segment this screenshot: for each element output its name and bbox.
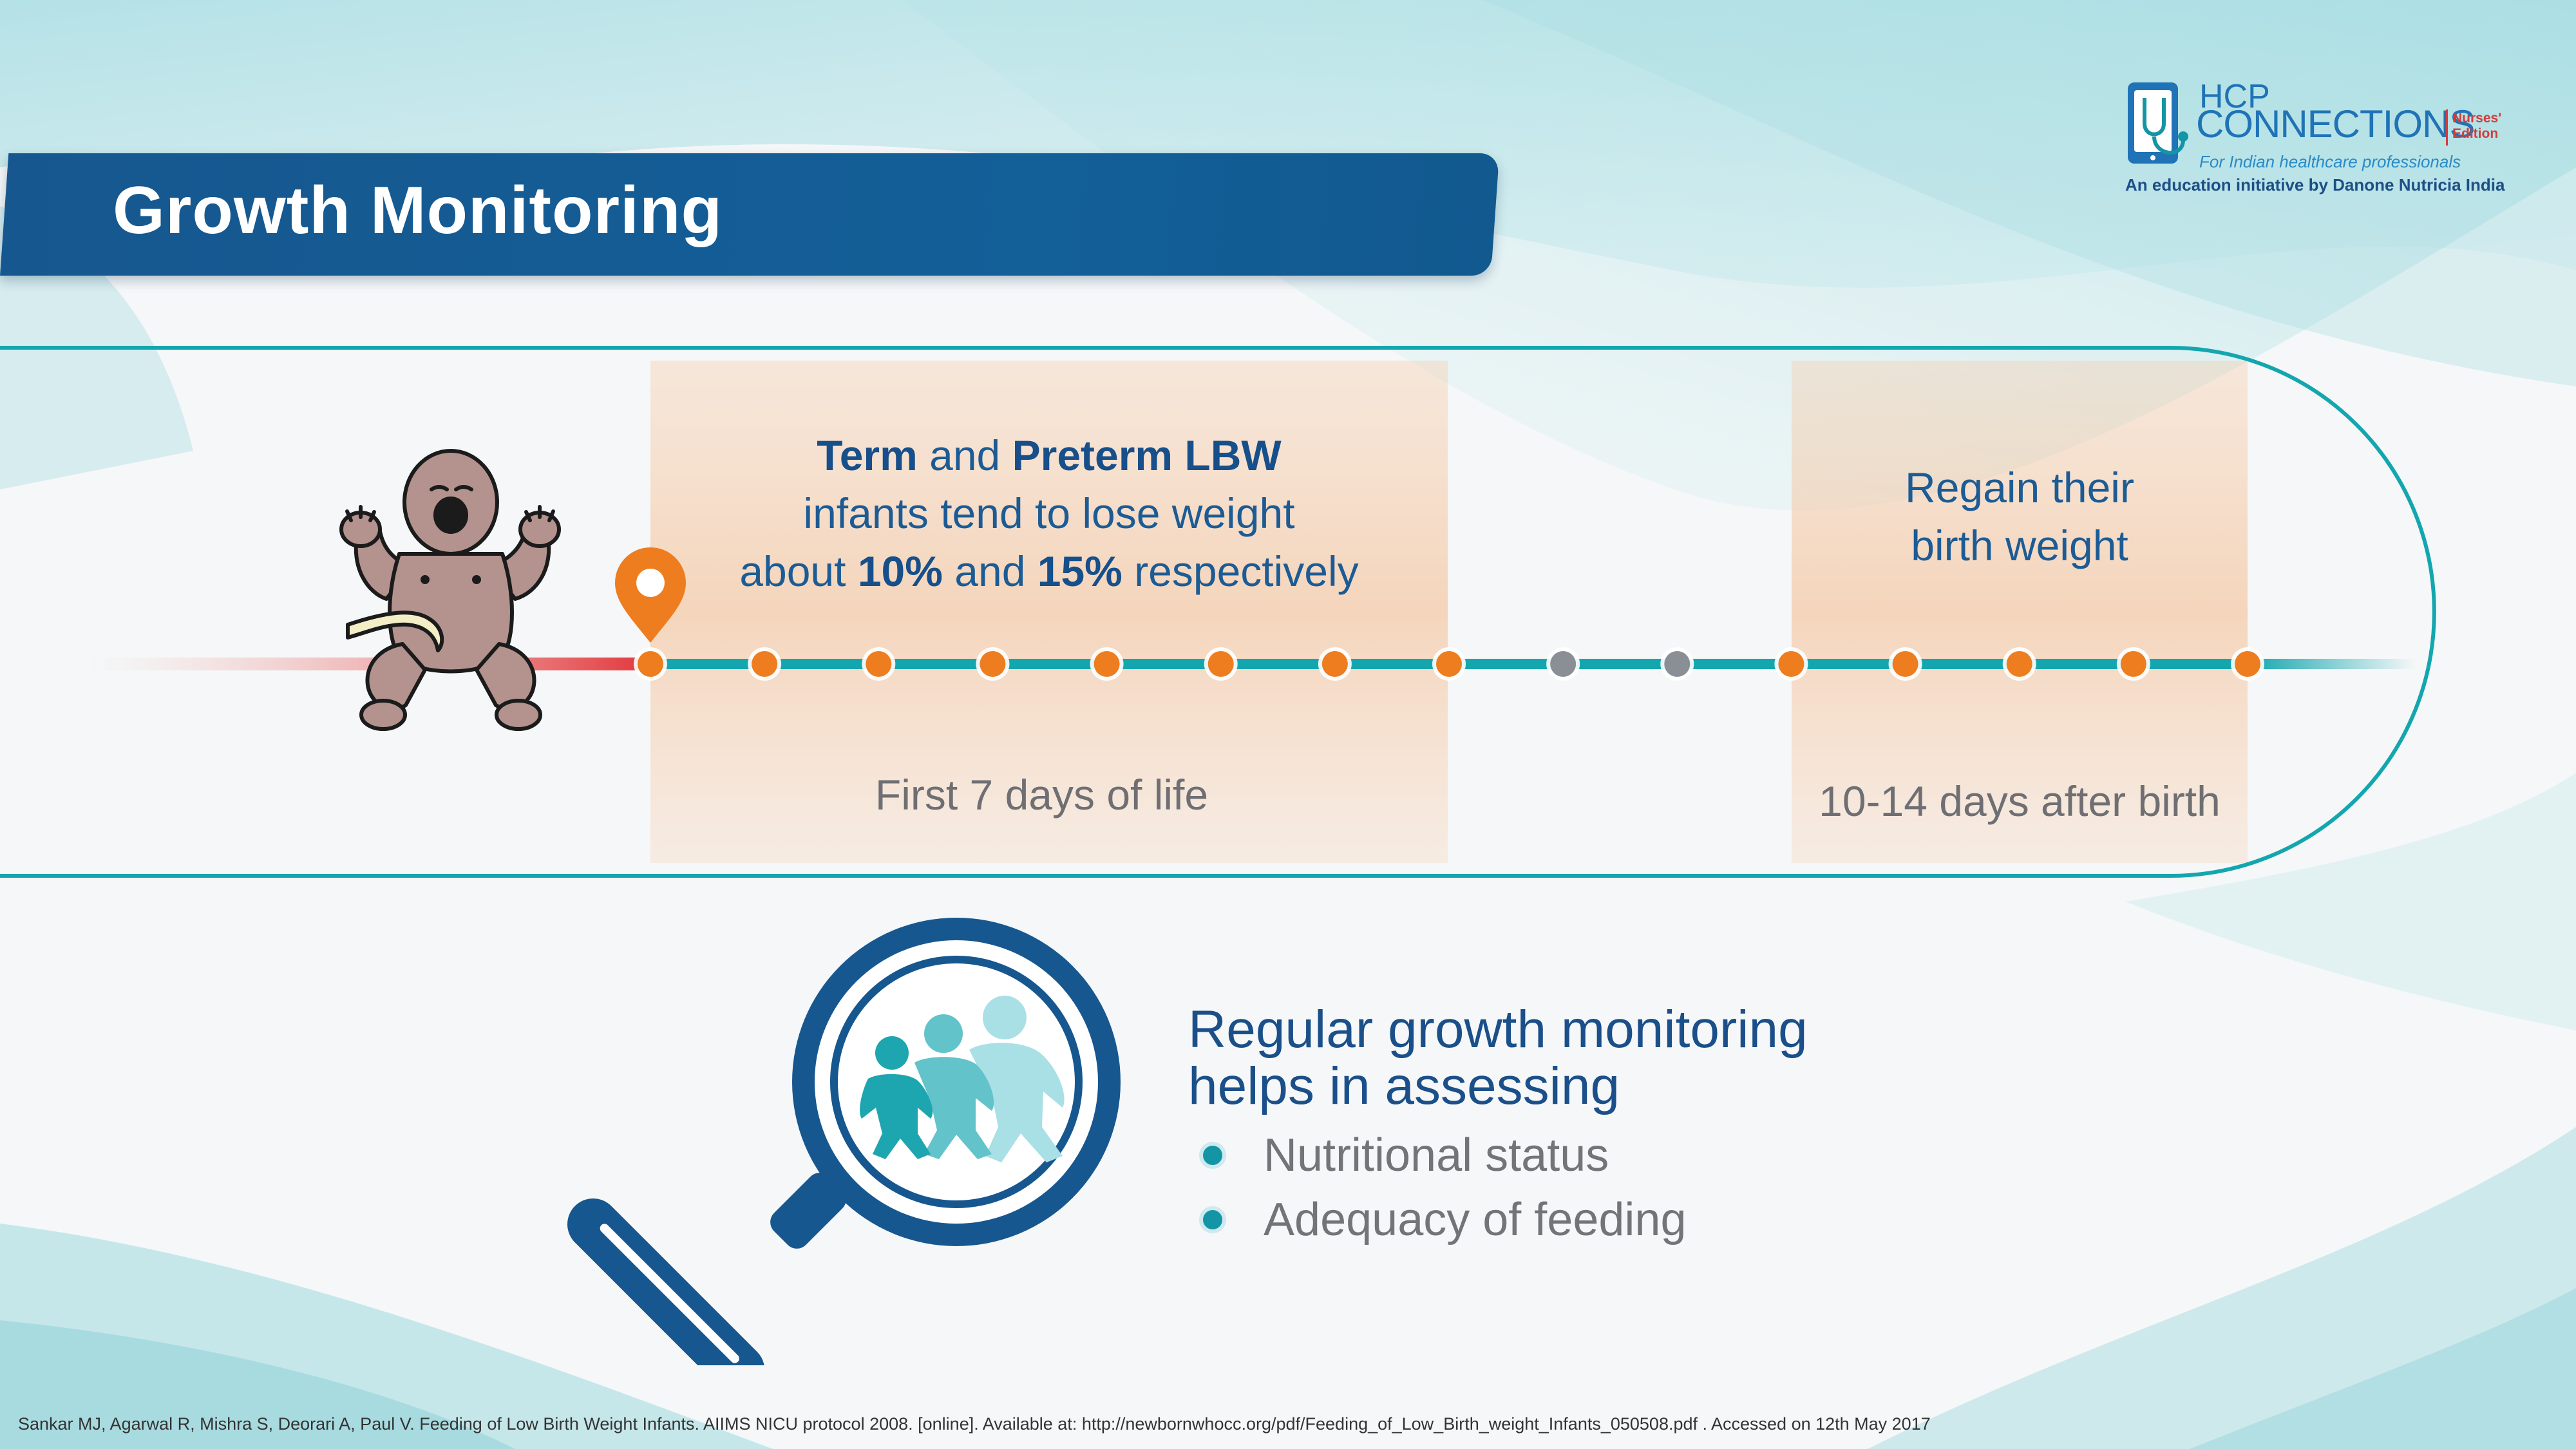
logo-divider — [2446, 109, 2448, 146]
monitoring-title-line2: helps in assessing — [1188, 1057, 1620, 1115]
and-label-2: and — [954, 547, 1026, 595]
about-label: about — [739, 547, 846, 595]
box1-headline: Term and Preterm LBW infants tend to los… — [650, 426, 1448, 600]
caption-first-week: First 7 days of life — [875, 771, 1209, 819]
monitoring-title-line1: Regular growth monitoring — [1188, 1000, 1808, 1059]
bullet-item: Adequacy of feeding — [1199, 1193, 1687, 1246]
regain-line2: birth weight — [1911, 522, 2128, 569]
logo-edition: Nurses' Edition — [2452, 111, 2501, 142]
bullet-item: Nutritional status — [1199, 1129, 1609, 1182]
bullet-text: Adequacy of feeding — [1264, 1194, 1687, 1245]
bullet-dot-icon — [1199, 1206, 1226, 1233]
bullet-dot-icon — [1199, 1142, 1226, 1169]
box2-headline: Regain their birth weight — [1792, 459, 2248, 574]
and-label: and — [929, 431, 1001, 479]
children-icon — [860, 996, 1065, 1162]
bullet-text: Nutritional status — [1264, 1130, 1609, 1181]
logo-edition-line2: Edition — [2452, 126, 2499, 141]
regain-line1: Regain their — [1905, 464, 2134, 511]
pct-term: 10% — [857, 547, 943, 595]
tablet-stethoscope-icon — [2128, 82, 2188, 164]
logo-tagline: For Indian healthcare professionals — [2199, 152, 2461, 171]
respectively-label: respectively — [1134, 547, 1359, 595]
logo-hcp: HCP — [2199, 78, 2270, 115]
footer-citation: Sankar MJ, Agarwal R, Mishra S, Deorari … — [18, 1414, 1931, 1434]
caption-regain: 10-14 days after birth — [1819, 777, 2221, 825]
logo-connections: CONNECTIONS — [2196, 102, 2475, 146]
logo-initiative: An education initiative by Danone Nutric… — [2125, 175, 2505, 194]
preterm-label: Preterm LBW — [1012, 431, 1282, 479]
magnifier-icon — [567, 918, 1121, 1365]
monitoring-title: Regular growth monitoring helps in asses… — [1188, 1001, 1808, 1115]
logo-edition-line1: Nurses' — [2452, 111, 2502, 126]
weight-loss-line: infants tend to lose weight — [803, 489, 1295, 537]
term-label: Term — [817, 431, 918, 479]
pct-preterm: 15% — [1037, 547, 1122, 595]
page-title: Growth Monitoring — [113, 173, 723, 248]
